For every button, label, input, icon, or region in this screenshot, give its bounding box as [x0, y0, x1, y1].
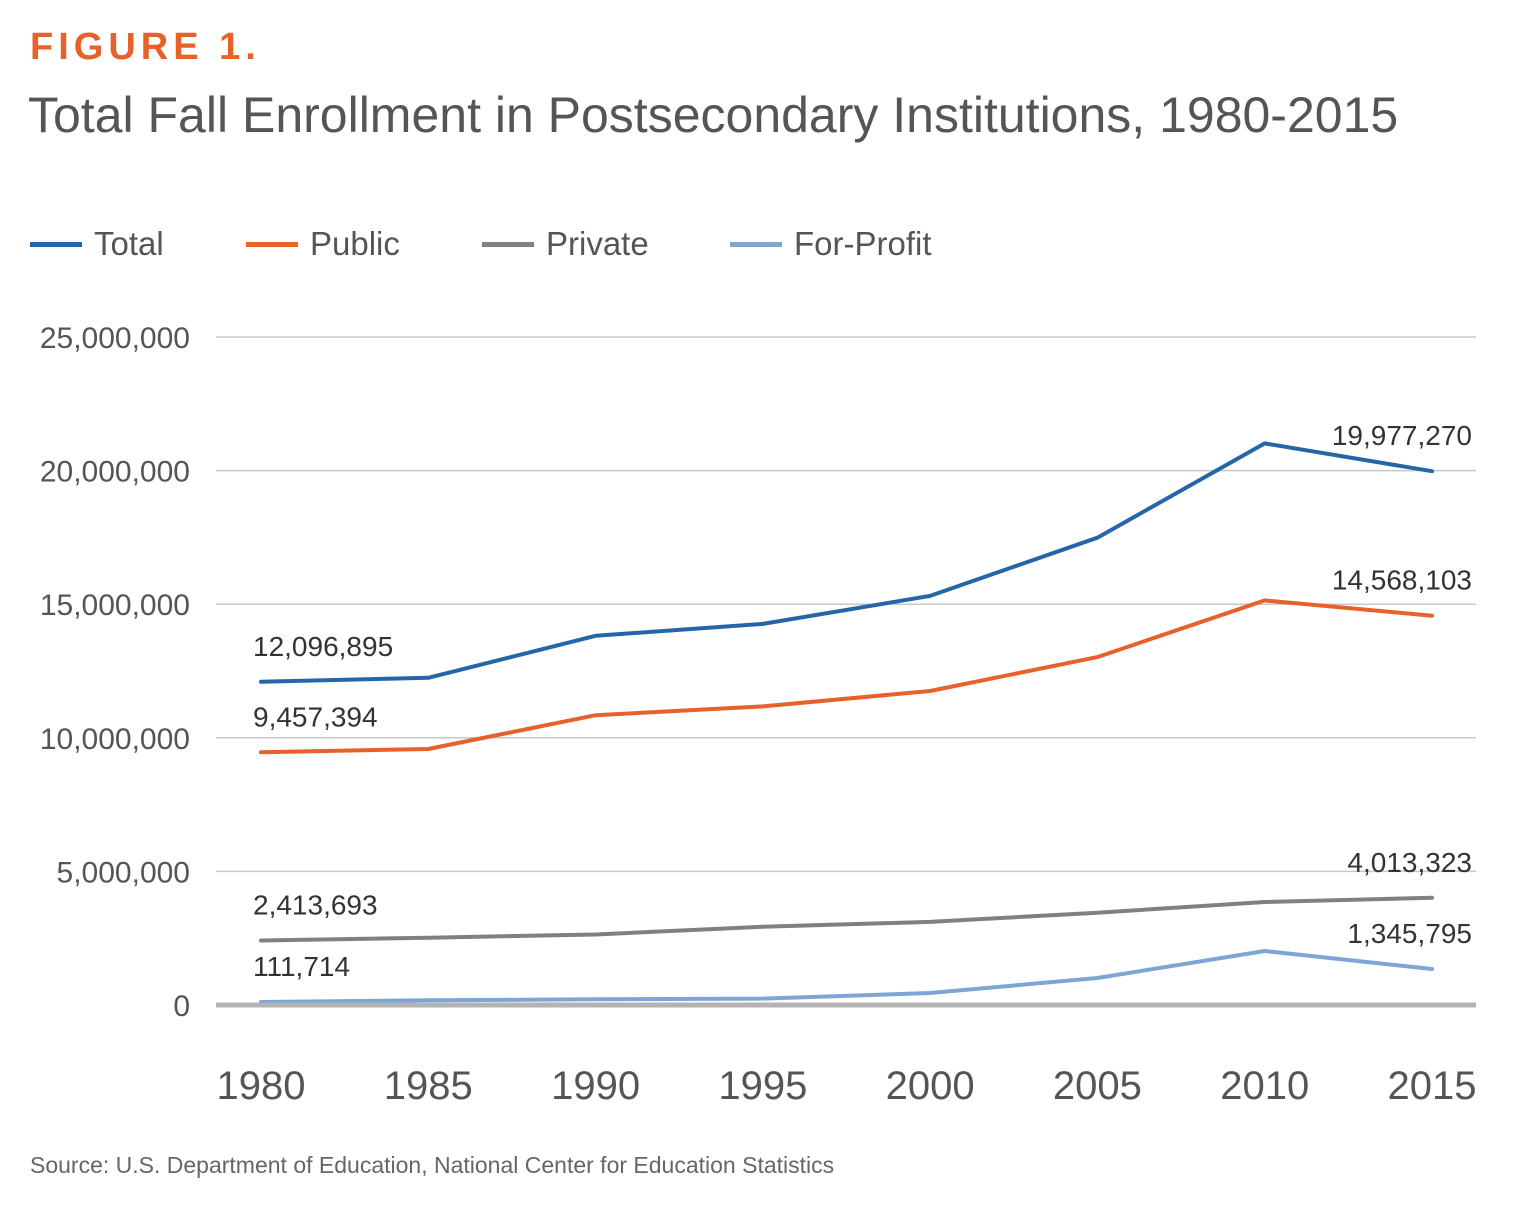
x-tick-label: 2015 — [1388, 1064, 1477, 1108]
data-label: 111,714 — [253, 951, 350, 982]
data-label: 2,413,693 — [253, 890, 378, 921]
legend-item-total: Total — [30, 222, 164, 266]
legend-label-for-profit: For-Profit — [794, 225, 932, 262]
series-line-public — [259, 598, 1434, 755]
series-line-total — [259, 441, 1434, 684]
data-label: 9,457,394 — [253, 701, 378, 732]
y-tick-label: 0 — [173, 990, 190, 1023]
series-line-for-profit — [259, 949, 1434, 1004]
figure-label: FIGURE 1. — [30, 26, 261, 68]
data-label: 1,345,795 — [1347, 918, 1472, 949]
y-tick-label: 10,000,000 — [40, 723, 190, 756]
legend-item-private: Private — [482, 222, 649, 266]
legend-item-public: Public — [246, 222, 400, 266]
y-tick-label: 20,000,000 — [40, 456, 190, 489]
y-tick-label: 5,000,000 — [57, 856, 190, 889]
legend-swatch-for-profit — [730, 241, 782, 247]
x-tick-label: 2010 — [1220, 1064, 1309, 1108]
legend-swatch-private — [482, 241, 534, 247]
legend: Total Public Private For-Profit — [30, 222, 1130, 266]
x-tick-label: 1985 — [384, 1064, 473, 1108]
legend-item-for-profit: For-Profit — [730, 222, 932, 266]
data-label: 4,013,323 — [1347, 847, 1472, 878]
legend-swatch-public — [246, 241, 298, 247]
legend-swatch-total — [30, 241, 82, 247]
x-tick-label: 1995 — [718, 1064, 807, 1108]
source-note: Source: U.S. Department of Education, Na… — [30, 1152, 835, 1178]
series-line-private — [259, 895, 1434, 943]
x-tick-label: 2000 — [886, 1064, 975, 1108]
y-tick-label: 25,000,000 — [40, 322, 190, 355]
y-tick-label: 15,000,000 — [40, 589, 190, 622]
chart-title: Total Fall Enrollment in Postsecondary I… — [28, 87, 1399, 143]
data-label: 12,096,895 — [253, 631, 393, 662]
legend-label-total: Total — [94, 225, 164, 262]
x-tick-label: 1980 — [217, 1064, 306, 1108]
legend-label-private: Private — [546, 225, 649, 262]
x-tick-label: 1990 — [551, 1064, 640, 1108]
legend-label-public: Public — [310, 225, 400, 262]
data-label: 14,568,103 — [1332, 565, 1472, 596]
x-tick-label: 2005 — [1053, 1064, 1142, 1108]
data-label: 19,977,270 — [1332, 420, 1472, 451]
